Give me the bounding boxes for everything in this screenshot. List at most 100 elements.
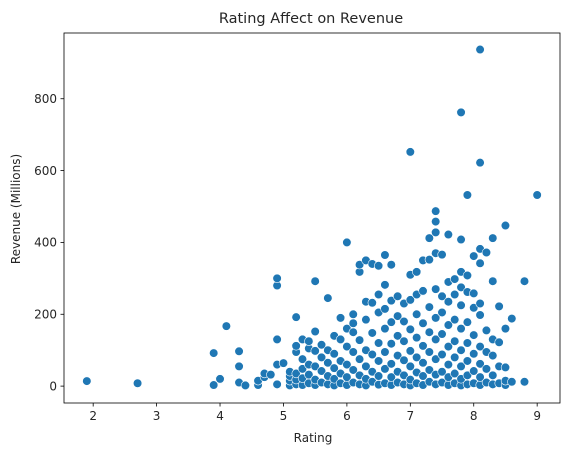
data-point xyxy=(424,347,434,357)
data-point xyxy=(367,328,377,338)
data-point xyxy=(462,270,472,281)
data-point xyxy=(367,349,377,360)
data-point xyxy=(393,350,403,361)
data-point xyxy=(507,377,517,387)
data-point xyxy=(393,331,403,341)
x-tick-label: 7 xyxy=(406,409,414,423)
data-point xyxy=(424,365,434,375)
data-point xyxy=(310,326,320,337)
data-point xyxy=(373,338,384,348)
data-point xyxy=(373,356,384,366)
data-point xyxy=(437,250,447,260)
data-point xyxy=(354,260,365,270)
x-tick-label: 6 xyxy=(343,409,351,423)
data-point xyxy=(310,346,320,356)
data-point xyxy=(386,339,396,349)
x-tick-label: 4 xyxy=(216,409,224,423)
data-point xyxy=(494,301,504,311)
data-point xyxy=(462,356,472,366)
data-point xyxy=(329,363,339,373)
data-point xyxy=(380,304,390,314)
data-point xyxy=(500,324,511,334)
data-point xyxy=(431,206,441,216)
data-point xyxy=(405,324,415,334)
data-point xyxy=(412,309,422,319)
data-point xyxy=(443,229,453,240)
data-point xyxy=(348,318,358,328)
data-point xyxy=(456,107,466,117)
data-point xyxy=(342,372,352,382)
data-point xyxy=(361,361,371,371)
data-point xyxy=(469,288,479,299)
data-point xyxy=(456,361,466,371)
data-point xyxy=(272,334,282,345)
data-point xyxy=(304,370,314,380)
data-point xyxy=(323,358,333,368)
data-point xyxy=(399,336,409,346)
data-point xyxy=(304,336,314,346)
data-point xyxy=(431,216,441,227)
data-point xyxy=(399,316,409,327)
data-point xyxy=(386,317,396,327)
data-point xyxy=(450,315,460,325)
data-point xyxy=(405,361,415,371)
data-point xyxy=(348,327,358,337)
data-point xyxy=(462,317,472,327)
data-point xyxy=(386,372,396,382)
data-point xyxy=(450,368,460,379)
data-point xyxy=(481,247,492,258)
data-point xyxy=(412,333,422,343)
data-point xyxy=(431,313,441,323)
data-point xyxy=(437,307,447,318)
data-point xyxy=(488,350,498,361)
data-point xyxy=(500,362,511,373)
data-point xyxy=(386,359,396,369)
data-point xyxy=(354,335,365,345)
data-point xyxy=(450,289,460,300)
data-point xyxy=(348,347,358,357)
data-point xyxy=(132,378,143,388)
data-point xyxy=(316,366,327,376)
data-point xyxy=(335,313,346,323)
data-point xyxy=(234,346,244,356)
x-tick-label: 9 xyxy=(533,409,541,423)
data-point xyxy=(348,309,358,319)
data-point xyxy=(291,368,301,379)
data-point xyxy=(342,237,352,248)
data-point xyxy=(443,359,453,370)
y-tick-label: 400 xyxy=(34,236,57,250)
data-point xyxy=(456,345,466,355)
y-axis-title: Revenue (Millions) xyxy=(9,154,23,264)
data-point xyxy=(456,324,466,334)
data-point xyxy=(475,158,485,168)
data-point xyxy=(469,366,479,376)
data-point xyxy=(488,233,498,243)
data-point xyxy=(424,327,434,337)
data-point xyxy=(481,364,492,374)
data-point xyxy=(399,355,409,365)
data-point xyxy=(342,359,352,370)
data-point xyxy=(399,370,409,380)
data-point xyxy=(240,380,251,390)
data-point xyxy=(424,302,434,312)
x-tick-label: 5 xyxy=(280,409,288,423)
data-point xyxy=(405,295,415,305)
data-point xyxy=(456,282,466,292)
data-point xyxy=(462,370,472,380)
x-axis-title: Rating xyxy=(294,431,333,445)
data-point xyxy=(329,349,339,359)
data-point xyxy=(443,297,453,307)
data-point xyxy=(348,365,358,375)
x-tick-label: 3 xyxy=(153,409,161,423)
data-point xyxy=(475,342,485,352)
data-point xyxy=(437,291,447,301)
data-point xyxy=(424,233,434,243)
data-point xyxy=(335,334,346,345)
data-point xyxy=(329,374,339,384)
data-point xyxy=(488,276,498,286)
data-point xyxy=(437,349,447,360)
data-point xyxy=(342,342,352,352)
data-point xyxy=(481,325,492,336)
data-point xyxy=(373,261,384,271)
x-tick-label: 8 xyxy=(470,409,478,423)
